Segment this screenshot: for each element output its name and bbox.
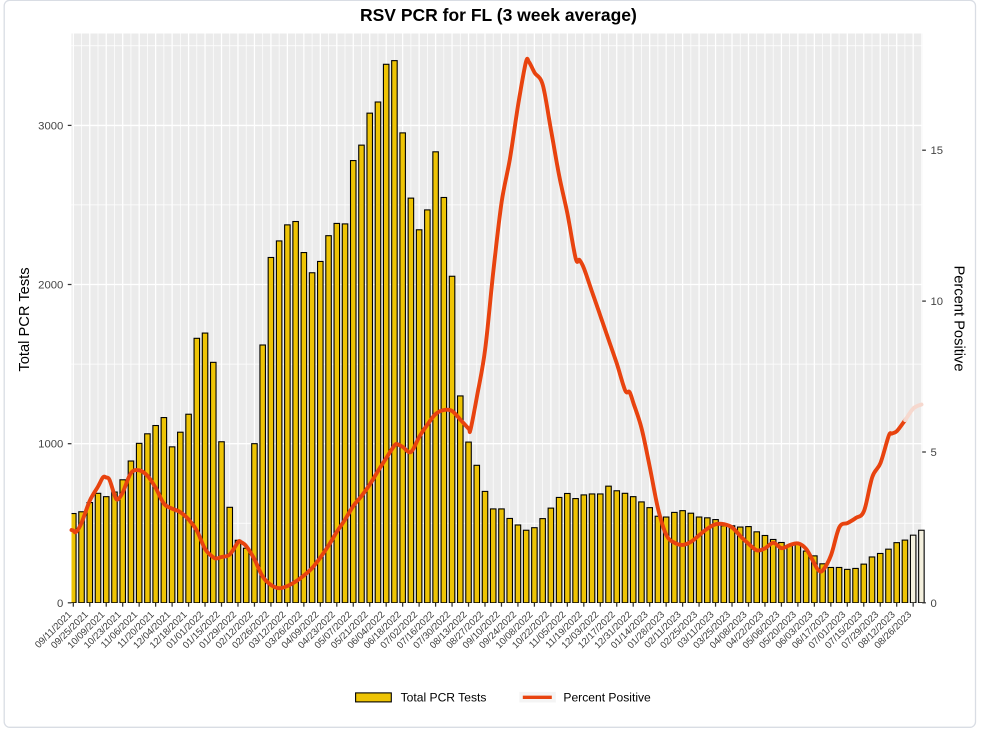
svg-text:2000: 2000 xyxy=(38,280,63,292)
svg-text:5: 5 xyxy=(931,447,937,459)
svg-text:Total PCR Tests: Total PCR Tests xyxy=(401,691,487,705)
svg-text:0: 0 xyxy=(57,598,63,610)
svg-text:1000: 1000 xyxy=(38,439,63,451)
svg-text:RSV PCR for FL (3 week average: RSV PCR for FL (3 week average) xyxy=(360,5,637,25)
svg-text:15: 15 xyxy=(931,145,944,157)
svg-text:0: 0 xyxy=(931,598,937,610)
svg-text:Percent Positive: Percent Positive xyxy=(563,691,651,705)
svg-text:10: 10 xyxy=(931,296,944,308)
svg-text:Total PCR Tests: Total PCR Tests xyxy=(17,267,33,371)
svg-text:3000: 3000 xyxy=(38,120,63,132)
svg-text:Percent Positive: Percent Positive xyxy=(950,265,966,371)
